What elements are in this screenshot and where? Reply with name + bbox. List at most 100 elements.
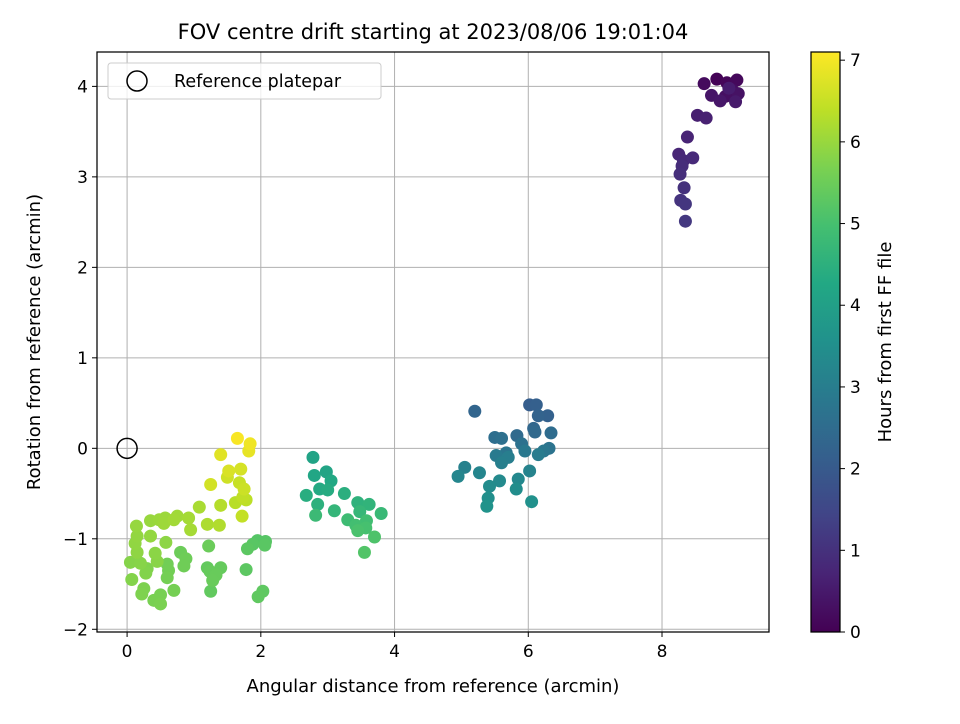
colorbar-tick-label: 2 (850, 460, 861, 480)
data-point (237, 482, 251, 496)
data-point (234, 462, 248, 476)
data-point (258, 538, 272, 552)
data-point (214, 448, 228, 462)
data-point (511, 472, 525, 486)
data-point (351, 524, 365, 538)
data-point (357, 545, 371, 559)
data-point (307, 468, 321, 482)
data-point (483, 479, 497, 493)
data-point (480, 499, 494, 513)
data-point (699, 111, 713, 125)
data-point (518, 444, 532, 458)
data-point (299, 488, 313, 502)
data-point (243, 437, 257, 451)
colorbar-ticks: 0 1 2 3 4 5 6 7 (840, 51, 861, 643)
colorbar: 0 1 2 3 4 5 6 7 Hours from first FF file (810, 51, 896, 643)
data-point (123, 555, 137, 569)
data-points (123, 72, 745, 611)
legend-box (107, 62, 382, 100)
data-point (493, 474, 507, 488)
data-point (362, 497, 376, 511)
x-tick-label: 0 (122, 642, 133, 662)
colorbar-label: Hours from first FF file (875, 242, 896, 443)
colorbar-tick-label: 4 (850, 296, 861, 316)
data-point (182, 511, 196, 525)
reference-platepar-marker (116, 437, 138, 460)
data-point (309, 508, 323, 522)
data-point (133, 556, 147, 570)
data-point (157, 516, 171, 530)
data-point (678, 197, 692, 211)
data-point (214, 498, 228, 512)
data-point (531, 448, 545, 462)
data-point (458, 460, 472, 474)
data-point (531, 409, 545, 423)
data-point (125, 573, 139, 587)
data-point (468, 404, 482, 418)
data-point (192, 500, 206, 514)
data-point (541, 409, 555, 423)
grid-lines (97, 52, 769, 632)
data-point (722, 81, 736, 95)
data-point (686, 151, 700, 165)
reference-layer (116, 437, 138, 460)
data-point (495, 456, 509, 470)
data-point (311, 497, 325, 511)
data-point (495, 431, 509, 445)
data-point (184, 523, 198, 537)
x-axis-ticks: 0 2 4 6 8 (122, 632, 668, 662)
data-point (451, 469, 465, 483)
data-point (528, 425, 542, 439)
x-tick-label: 8 (657, 642, 668, 662)
x-tick-label: 4 (389, 642, 400, 662)
data-point (135, 587, 149, 601)
data-point (367, 530, 381, 544)
data-point (710, 72, 724, 86)
data-point (143, 529, 157, 543)
colorbar-gradient (810, 51, 841, 633)
legend-marker-reference (126, 70, 148, 92)
data-point (472, 466, 486, 480)
y-axis-label: Rotation from reference (arcmin) (24, 194, 45, 490)
x-axis-label: Angular distance from reference (arcmin) (247, 676, 620, 697)
colorbar-tick-label: 0 (850, 623, 861, 643)
data-point (713, 94, 727, 108)
data-point (673, 167, 687, 181)
data-point (678, 214, 692, 228)
data-point (159, 535, 173, 549)
data-point (167, 583, 181, 597)
data-point (204, 584, 218, 598)
y-axis-ticks: −2 −1 0 1 2 3 4 (63, 77, 97, 640)
data-point (148, 546, 162, 560)
legend: Reference platepar (107, 62, 382, 100)
data-point (680, 130, 694, 144)
y-tick-label: −2 (63, 620, 88, 640)
x-tick-label: 6 (523, 642, 534, 662)
data-point (374, 506, 388, 520)
data-point (353, 505, 367, 519)
colorbar-tick-label: 6 (850, 133, 861, 153)
data-point (523, 464, 537, 478)
data-point (235, 509, 249, 523)
data-point (337, 487, 351, 501)
y-tick-label: −1 (63, 530, 88, 550)
data-point (139, 566, 153, 580)
plot-frame (96, 51, 770, 633)
data-point (177, 559, 191, 573)
chart-title: FOV centre drift starting at 2023/08/06 … (178, 20, 689, 44)
y-tick-label: 4 (77, 77, 88, 97)
data-point (129, 519, 143, 533)
legend-label-reference: Reference platepar (174, 72, 342, 92)
data-point (697, 77, 711, 91)
data-point (200, 517, 214, 531)
data-point (154, 597, 168, 611)
data-point (525, 495, 539, 509)
data-point (730, 73, 744, 87)
data-point (729, 95, 743, 109)
data-point (240, 542, 254, 556)
colorbar-tick-label: 1 (850, 541, 861, 561)
data-point (529, 398, 543, 412)
y-tick-label: 2 (77, 258, 88, 278)
